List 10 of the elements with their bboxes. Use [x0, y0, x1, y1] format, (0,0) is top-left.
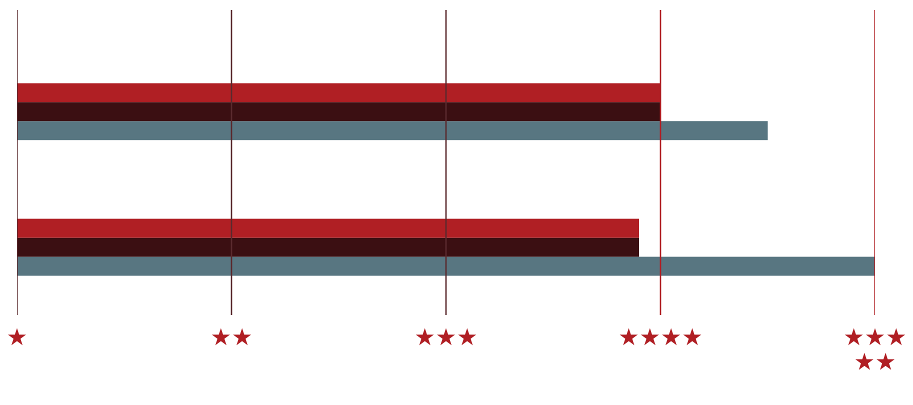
ref-line-label: ★ — [8, 328, 26, 346]
bar — [17, 238, 640, 257]
bar — [17, 256, 875, 276]
ref-line-label: ★★★★ — [620, 328, 702, 346]
bar — [17, 102, 660, 122]
bar — [17, 121, 768, 140]
ref-line-label: ★★ — [212, 328, 252, 346]
bar — [17, 218, 640, 238]
ref-line-label: ★★★ — [416, 328, 476, 346]
ref-line-label: ★★★★★ — [844, 328, 906, 370]
